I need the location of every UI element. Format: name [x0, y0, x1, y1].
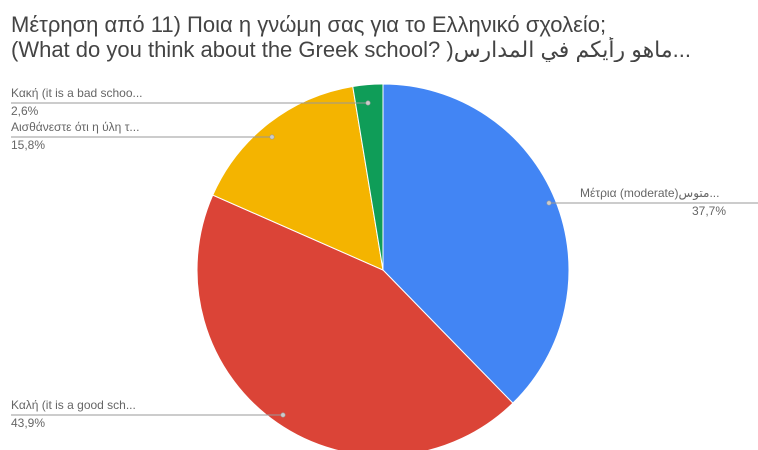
pie-slice-3[interactable]: [352, 83, 384, 271]
slice-label-2: Αισθάνεστε ότι η ύλη τ...: [11, 120, 139, 134]
leader-marker-1: [280, 412, 286, 418]
slice-percent-0: 37,7%: [692, 204, 726, 218]
leader-marker-0: [546, 200, 552, 206]
slice-label-group-0: Μέτρια (moderate)متوس... 37,7%: [546, 186, 758, 218]
slice-percent-2: 15,8%: [11, 138, 45, 152]
pie-slices: [196, 83, 570, 450]
slice-label-0: Μέτρια (moderate)متوس...: [580, 186, 719, 201]
slice-label-3: Κακή (it is a bad schoo...: [11, 86, 143, 100]
slice-label-1: Καλή (it is a good sch...: [11, 398, 136, 412]
leader-marker-2: [269, 134, 275, 140]
pie-slice-0[interactable]: [382, 83, 570, 404]
pie-slice-1[interactable]: [196, 194, 514, 450]
slice-label-group-1: Καλή (it is a good sch... 43,9%: [11, 398, 286, 430]
leader-marker-3: [365, 100, 371, 106]
pie-slice-2[interactable]: [212, 85, 384, 271]
slice-percent-3: 2,6%: [11, 104, 39, 118]
slice-label-group-2: Αισθάνεστε ότι η ύλη τ... 15,8%: [11, 120, 275, 152]
slice-label-group-3: Κακή (it is a bad schoo... 2,6%: [11, 86, 371, 118]
slice-percent-1: 43,9%: [11, 416, 45, 430]
